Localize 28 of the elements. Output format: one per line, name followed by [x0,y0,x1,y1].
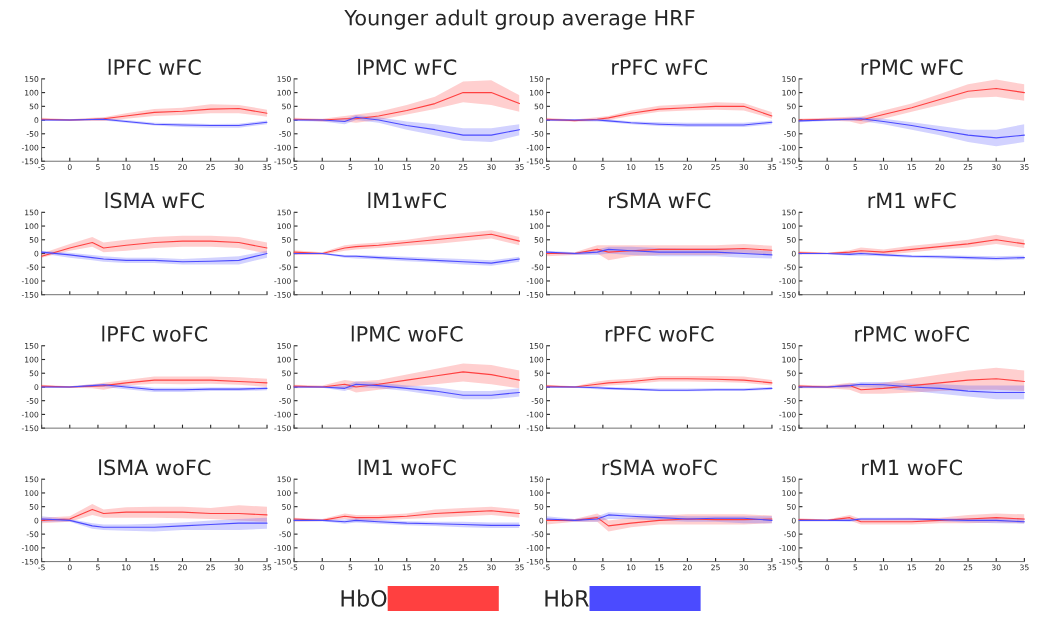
line-series [293,116,521,136]
line-series [293,383,521,396]
chart-title: rPFC woFC [605,325,714,342]
chart-title: lSMA woFC [99,459,211,476]
chart-title: lPFC wFC [108,58,201,75]
chart-title: rPFC wFC [612,59,708,75]
line-series [293,510,521,521]
text: Younger adult group average HRF [344,9,695,30]
chart-title: lPFC woFC [102,325,208,342]
chart-title: rPMC woFC [855,325,969,342]
chart-title: rM1 woFC [862,459,962,476]
line-series [798,239,1025,255]
chart-title: lSMA wFC [105,192,204,209]
chart-title: lPMC woFC [351,325,463,342]
chart-title: rPMC wFC [861,59,963,75]
line-series [798,118,1025,139]
line-series [41,518,268,528]
chart-title: rSMA wFC [609,192,711,209]
chart-title: rM1 wFC [868,192,956,209]
line-series [41,508,268,521]
chart-title: lPMC wFC [358,58,457,75]
text: HbR [545,589,589,607]
line-series [798,383,1025,394]
line-series [41,240,268,257]
chart-title: lM1wFC [368,192,446,209]
text: HbO [341,589,387,607]
chart-title: rSMA woFC [602,459,717,476]
chart-title: lM1 woFC [358,459,456,476]
